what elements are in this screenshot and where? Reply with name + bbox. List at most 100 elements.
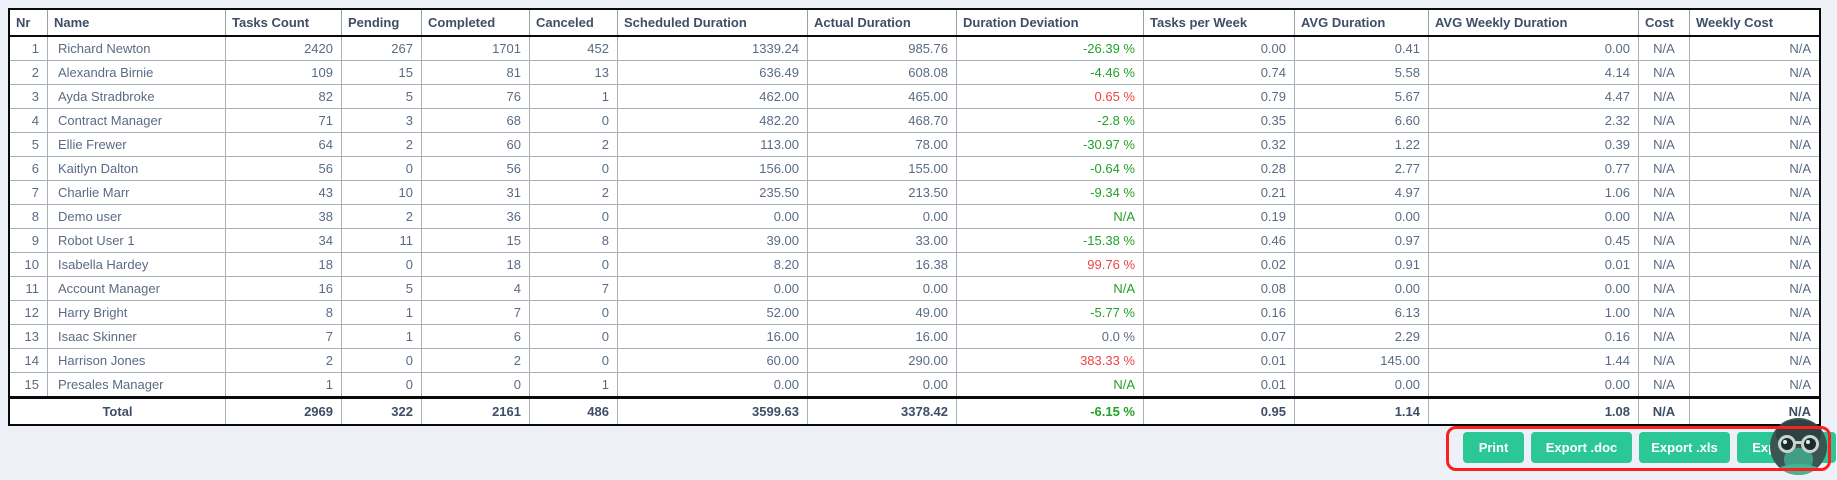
- cell-weekly-cost: N/A: [1689, 348, 1821, 373]
- cell-nr: 5: [8, 132, 48, 157]
- cell-duration-deviation: N/A: [956, 276, 1144, 301]
- cell-scheduled-duration: 1339.24: [617, 35, 808, 61]
- cell-completed: 7: [421, 300, 530, 325]
- cell-completed: 56: [421, 156, 530, 181]
- cell-duration-deviation: -30.97 %: [956, 132, 1144, 157]
- total-cell-weekly-cost: N/A: [1689, 396, 1821, 426]
- table-row: 10 Isabella Hardey 18 0 18 0 8.20 16.38 99.76 % 0…: [8, 252, 1821, 277]
- cell-duration-deviation: -2.8 %: [956, 108, 1144, 133]
- column-header-avg-duration: AVG Duration: [1294, 8, 1429, 37]
- cell-cost: N/A: [1638, 35, 1690, 61]
- cell-avg-duration: 0.00: [1294, 204, 1429, 229]
- cell-scheduled-duration: 0.00: [617, 372, 808, 398]
- cell-canceled: 2: [529, 180, 618, 205]
- cell-canceled: 452: [529, 35, 618, 61]
- cell-canceled: 1: [529, 372, 618, 398]
- table-row: 8 Demo user 38 2 36 0 0.00 0.00 N/A 0.19 0.00 0.00 N…: [8, 204, 1821, 229]
- cell-scheduled-duration: 8.20: [617, 252, 808, 277]
- cell-pending: 267: [341, 35, 422, 61]
- cell-completed: 4: [421, 276, 530, 301]
- total-cell-cost: N/A: [1638, 396, 1690, 426]
- cell-completed: 18: [421, 252, 530, 277]
- cell-cost: N/A: [1638, 180, 1690, 205]
- export-doc-button[interactable]: Export .doc: [1531, 432, 1632, 463]
- cell-name: Ayda Stradbroke: [47, 84, 226, 109]
- cell-name: Harry Bright: [47, 300, 226, 325]
- cell-nr: 4: [8, 108, 48, 133]
- cell-weekly-cost: N/A: [1689, 35, 1821, 61]
- cell-pending: 5: [341, 276, 422, 301]
- cell-actual-duration: 290.00: [807, 348, 957, 373]
- column-header-cost: Cost: [1638, 8, 1690, 37]
- cell-cost: N/A: [1638, 84, 1690, 109]
- cell-tasks-per-week: 0.28: [1143, 156, 1295, 181]
- cell-pending: 5: [341, 84, 422, 109]
- cell-duration-deviation: N/A: [956, 372, 1144, 398]
- column-header-actual-duration: Actual Duration: [807, 8, 957, 37]
- cell-name: Contract Manager: [47, 108, 226, 133]
- cell-scheduled-duration: 113.00: [617, 132, 808, 157]
- table-row: 1 Richard Newton 2420 267 1701 452 1339.24 985.…: [8, 35, 1821, 61]
- cell-avg-duration: 2.77: [1294, 156, 1429, 181]
- cell-scheduled-duration: 52.00: [617, 300, 808, 325]
- cell-completed: 15: [421, 228, 530, 253]
- cell-name: Isaac Skinner: [47, 324, 226, 349]
- export-xls-button[interactable]: Export .xls: [1639, 432, 1730, 463]
- cell-nr: 3: [8, 84, 48, 109]
- total-row: Total 2969 322 2161 486 3599.63 3378.42 -6.15 %…: [8, 396, 1821, 426]
- cell-actual-duration: 16.38: [807, 252, 957, 277]
- cell-canceled: 0: [529, 108, 618, 133]
- cell-completed: 76: [421, 84, 530, 109]
- cell-scheduled-duration: 462.00: [617, 84, 808, 109]
- total-cell-tasks-per-week: 0.95: [1143, 396, 1295, 426]
- cell-cost: N/A: [1638, 228, 1690, 253]
- cell-duration-deviation: -15.38 %: [956, 228, 1144, 253]
- cell-duration-deviation: -4.46 %: [956, 60, 1144, 85]
- cell-avg-weekly-duration: 4.47: [1428, 84, 1639, 109]
- cell-tasks-count: 18: [225, 252, 342, 277]
- table-footer: Total 2969 322 2161 486 3599.63 3378.42 -6.15 %…: [8, 396, 1821, 426]
- cell-avg-weekly-duration: 0.01: [1428, 252, 1639, 277]
- cell-actual-duration: 16.00: [807, 324, 957, 349]
- cell-pending: 0: [341, 156, 422, 181]
- total-cell-avg-weekly-duration: 1.08: [1428, 396, 1639, 426]
- cell-nr: 8: [8, 204, 48, 229]
- cell-canceled: 13: [529, 60, 618, 85]
- table-row: 14 Harrison Jones 2 0 2 0 60.00 290.00 383.33 % 0…: [8, 348, 1821, 373]
- table-row: 9 Robot User 1 34 11 15 8 39.00 33.00 -15.38 % 0.…: [8, 228, 1821, 253]
- cell-canceled: 0: [529, 156, 618, 181]
- cell-tasks-count: 2: [225, 348, 342, 373]
- cell-pending: 15: [341, 60, 422, 85]
- cell-pending: 0: [341, 372, 422, 398]
- cell-tasks-per-week: 0.01: [1143, 372, 1295, 398]
- cell-cost: N/A: [1638, 108, 1690, 133]
- cell-pending: 11: [341, 228, 422, 253]
- cell-name: Isabella Hardey: [47, 252, 226, 277]
- cell-pending: 10: [341, 180, 422, 205]
- cell-tasks-count: 8: [225, 300, 342, 325]
- cell-tasks-count: 82: [225, 84, 342, 109]
- cell-weekly-cost: N/A: [1689, 132, 1821, 157]
- cell-weekly-cost: N/A: [1689, 228, 1821, 253]
- cell-duration-deviation: N/A: [956, 204, 1144, 229]
- cell-completed: 68: [421, 108, 530, 133]
- cell-name: Charlie Marr: [47, 180, 226, 205]
- cell-avg-duration: 1.22: [1294, 132, 1429, 157]
- column-header-avg-weekly-duration: AVG Weekly Duration: [1428, 8, 1639, 37]
- table-row: 13 Isaac Skinner 7 1 6 0 16.00 16.00 0.0 % 0.07 2.…: [8, 324, 1821, 349]
- cell-pending: 2: [341, 132, 422, 157]
- cell-avg-duration: 4.97: [1294, 180, 1429, 205]
- cell-nr: 6: [8, 156, 48, 181]
- cell-duration-deviation: 99.76 %: [956, 252, 1144, 277]
- column-header-nr: Nr: [8, 8, 48, 37]
- total-cell-avg-duration: 1.14: [1294, 396, 1429, 426]
- cell-nr: 7: [8, 180, 48, 205]
- table-row: 12 Harry Bright 8 1 7 0 52.00 49.00 -5.77 % 0.16 6…: [8, 300, 1821, 325]
- mascot-avatar-icon[interactable]: [1770, 418, 1827, 475]
- cell-avg-duration: 0.97: [1294, 228, 1429, 253]
- cell-duration-deviation: 0.65 %: [956, 84, 1144, 109]
- cell-actual-duration: 0.00: [807, 204, 957, 229]
- cell-tasks-count: 56: [225, 156, 342, 181]
- cell-tasks-per-week: 0.32: [1143, 132, 1295, 157]
- print-button[interactable]: Print: [1463, 432, 1524, 463]
